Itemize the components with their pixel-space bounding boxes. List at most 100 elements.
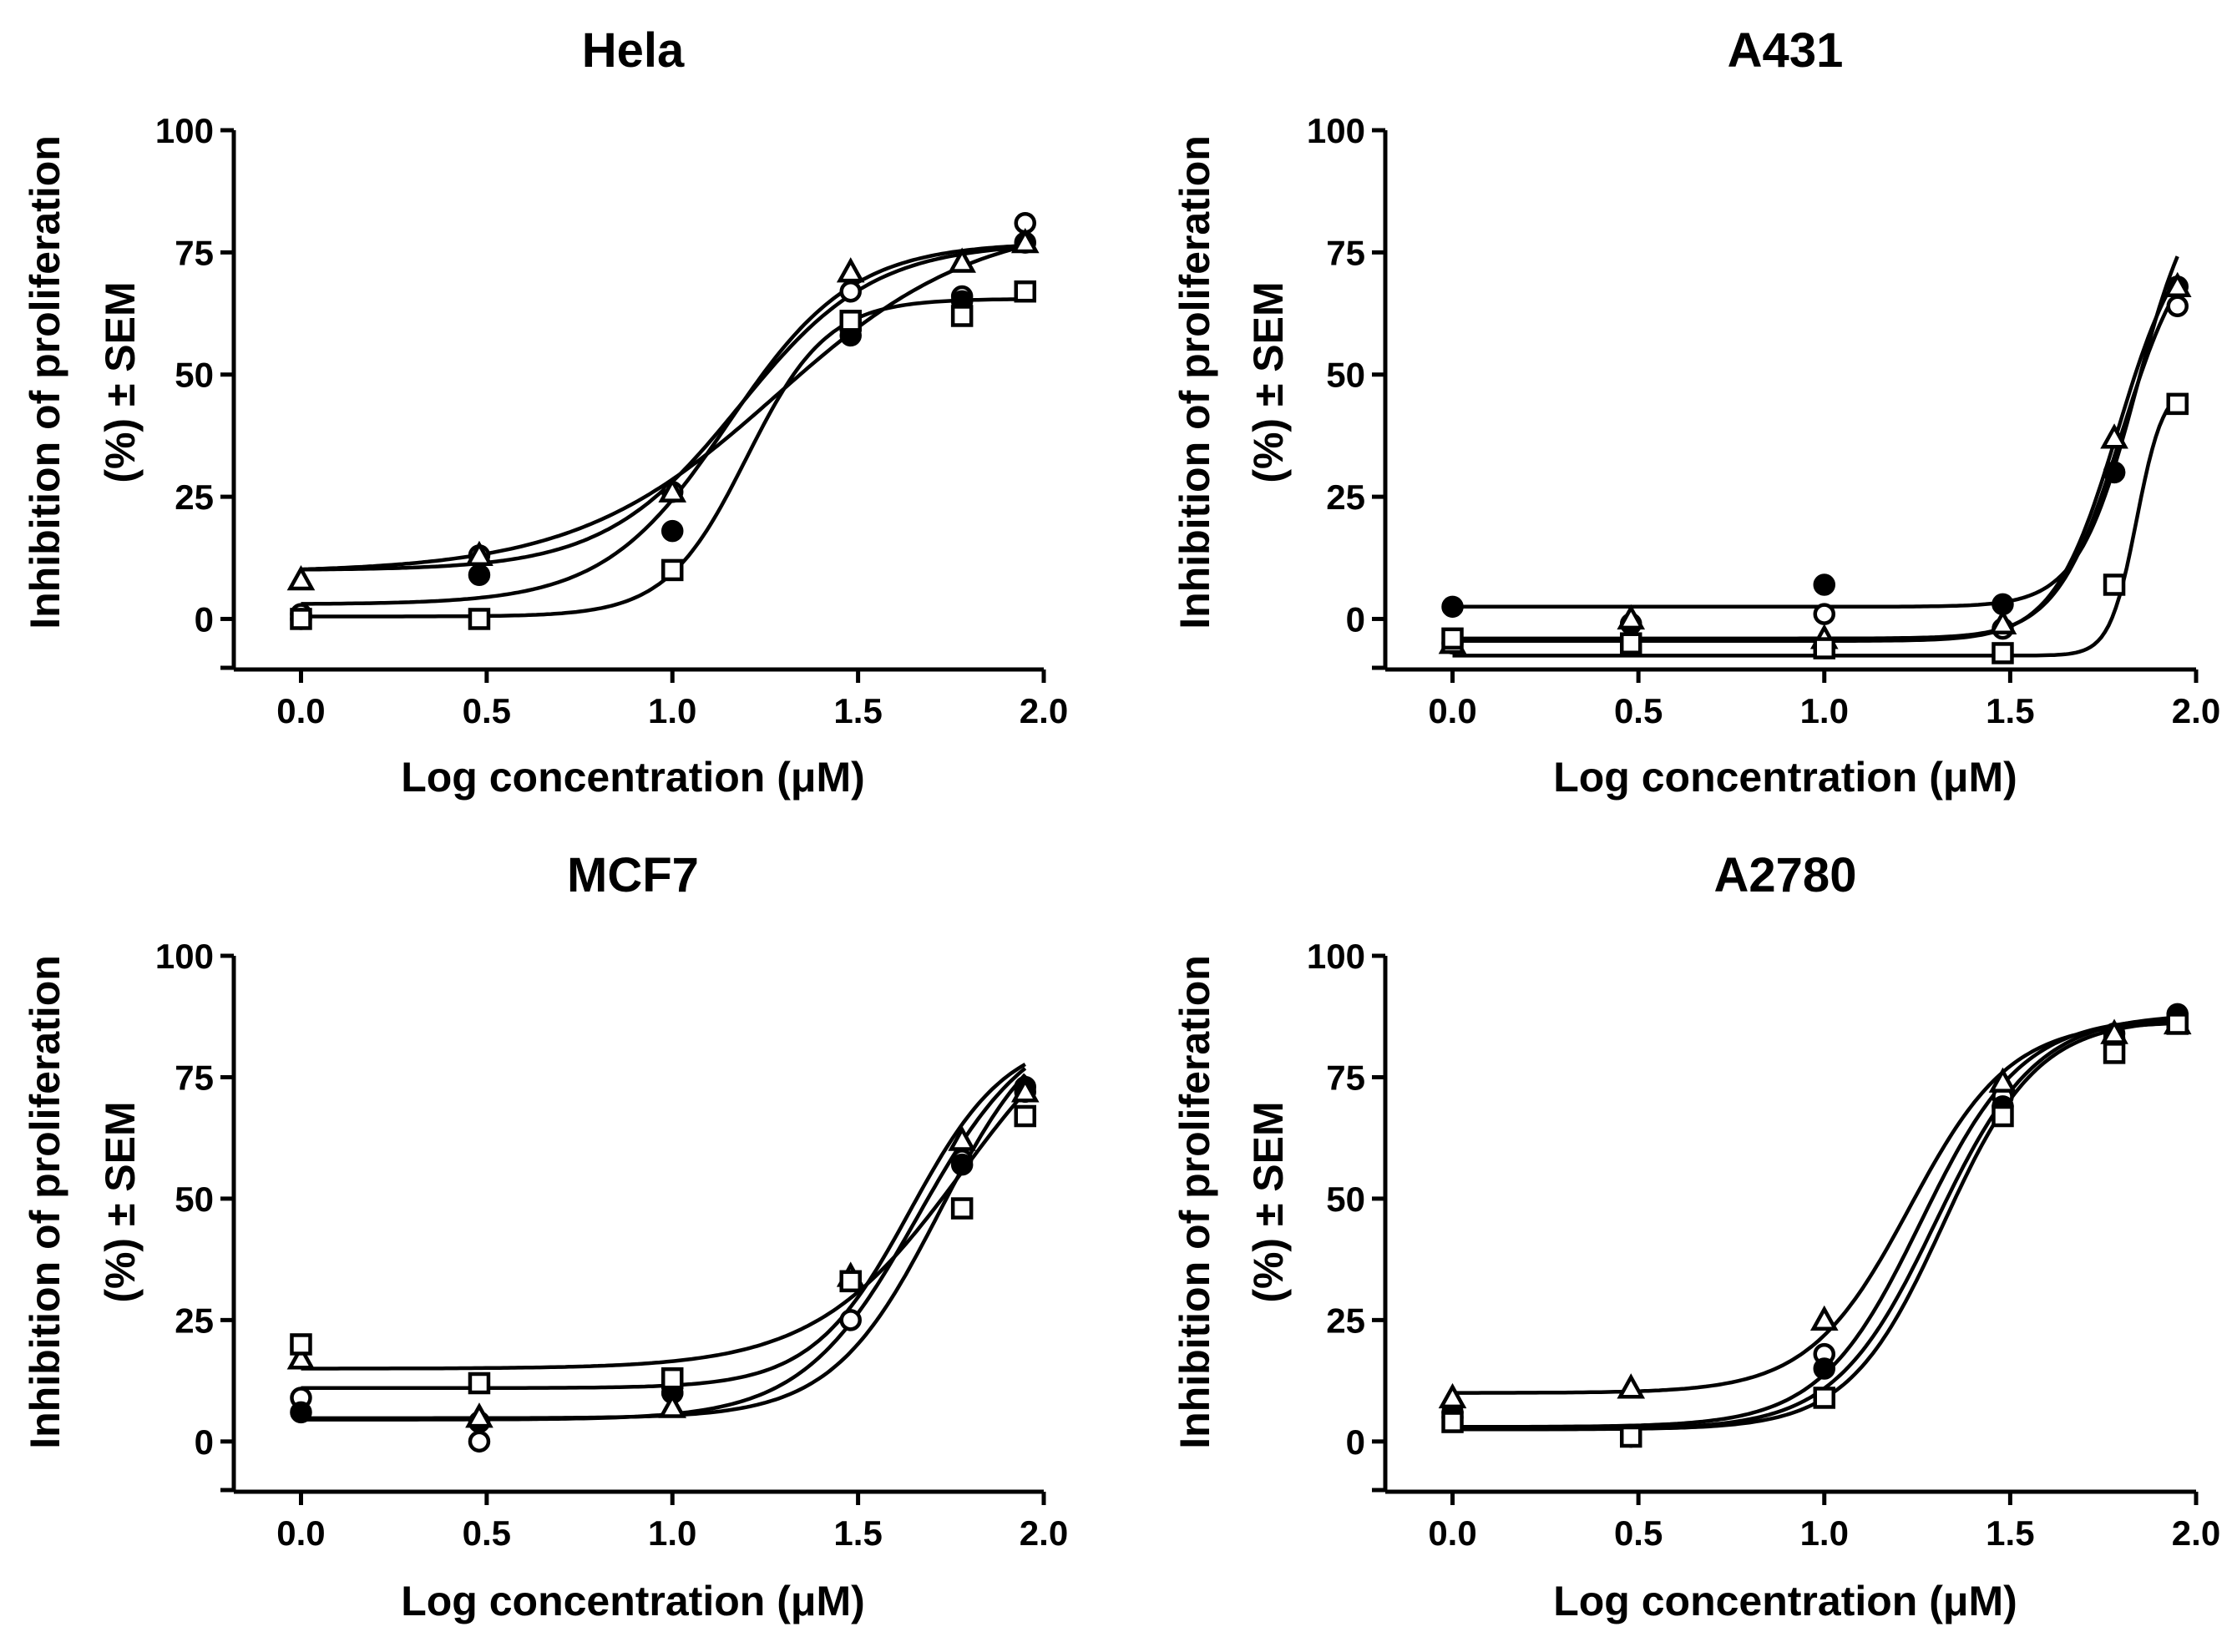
data-point-open-triangle — [1438, 1382, 1467, 1409]
data-point-open-square — [2166, 1013, 2189, 1035]
y-tick-label: 100 — [155, 937, 214, 976]
fit-curve-open-triangle — [1452, 1021, 2178, 1395]
fit-curve-open-triangle — [301, 245, 1025, 572]
y-tick-label: 0 — [195, 599, 214, 639]
data-point-open-square — [468, 608, 491, 630]
y-tick-label: 100 — [155, 111, 214, 150]
x-tick-label: 0.0 — [1428, 691, 1476, 730]
y-tick-label: 50 — [175, 356, 214, 395]
x-tick-label: 2.0 — [2172, 1513, 2220, 1553]
y-tick-label: 100 — [1307, 111, 1365, 150]
data-point-open-triangle — [286, 564, 316, 591]
y-axis-label-line2: (%) ± SEM — [1245, 1101, 1292, 1302]
x-tick-label: 0.5 — [1614, 1513, 1663, 1553]
x-tick-label: 1.0 — [648, 1513, 696, 1553]
y-axis-label-line1: Inhibition of proliferation — [22, 135, 68, 629]
y-axis-label-line2: (%) ± SEM — [97, 1101, 144, 1302]
y-tick-label: 50 — [175, 1180, 214, 1219]
x-tick-label: 2.0 — [1020, 1513, 1068, 1553]
x-tick-label: 2.0 — [1020, 691, 1068, 730]
y-tick-label: 75 — [1326, 233, 1365, 272]
data-point-open-square — [839, 310, 862, 332]
y-tick-label: 0 — [1346, 599, 1365, 639]
data-point-open-square — [950, 305, 974, 327]
x-tick-label: 0.0 — [276, 1513, 325, 1553]
data-point-open-square — [1441, 1411, 1464, 1433]
x-tick-label: 1.5 — [833, 691, 882, 730]
x-tick-label: 1.5 — [1986, 1513, 2034, 1553]
data-point-open-square — [2103, 573, 2126, 596]
data-point-open-triangle — [286, 1344, 316, 1370]
y-tick-label: 25 — [1326, 477, 1365, 517]
data-point-filled-circle — [1441, 595, 1464, 619]
y-axis-label-line1: Inhibition of proliferation — [1172, 955, 1218, 1449]
data-point-open-square — [1992, 1104, 2014, 1128]
data-point-open-square — [468, 1372, 491, 1395]
data-point-open-circle — [468, 1430, 491, 1453]
data-point-open-square — [2103, 1042, 2126, 1064]
data-point-open-triangle — [1010, 1077, 1040, 1103]
chart-title: Hela — [582, 23, 685, 78]
y-axis-label-line1: Inhibition of proliferation — [1172, 135, 1218, 629]
data-point-filled-circle — [1813, 573, 1836, 596]
chart-title: A2780 — [1714, 848, 1857, 902]
data-point-open-square — [290, 608, 312, 630]
y-tick-label: 25 — [175, 477, 214, 517]
y-tick-label: 25 — [1326, 1301, 1365, 1340]
y-axis-label-line2: (%) ± SEM — [97, 281, 144, 482]
x-tick-label: 1.0 — [648, 691, 696, 730]
data-point-filled-circle — [660, 519, 684, 543]
data-point-open-square — [1014, 1104, 1037, 1128]
chart-panel-mcf7: MCF7 0 25 50 75 100 0.0 0.5 1.0 1.5 2.0 Log concent… — [22, 848, 1068, 1624]
x-axis-label: Log concentration (μM) — [401, 754, 865, 801]
data-point-open-square — [950, 1197, 974, 1220]
x-axis-label: Log concentration (μM) — [1553, 1578, 2017, 1624]
x-tick-label: 0.0 — [276, 691, 325, 730]
fit-curve-open-circle — [1452, 1017, 2178, 1429]
fit-curve-filled-circle — [1452, 255, 2179, 609]
y-axis-label-line2: (%) ± SEM — [1245, 281, 1292, 482]
data-point-open-triangle — [948, 1125, 976, 1151]
x-tick-label: 1.5 — [833, 1513, 882, 1553]
data-point-open-triangle — [1988, 609, 2017, 634]
x-axis-label: Log concentration (μM) — [1553, 754, 2017, 801]
x-tick-label: 1.0 — [1800, 1513, 1849, 1553]
data-point-open-square — [1992, 642, 2014, 664]
data-point-open-triangle — [2100, 423, 2128, 449]
x-tick-label: 2.0 — [2172, 691, 2220, 730]
data-point-open-square — [1619, 1425, 1642, 1448]
y-tick-label: 50 — [1326, 356, 1365, 395]
chart-title: A431 — [1728, 23, 1844, 78]
data-point-open-triangle — [1617, 604, 1646, 630]
fit-curve-open-triangle — [301, 1062, 1026, 1391]
x-tick-label: 0.5 — [463, 1513, 511, 1553]
data-point-open-triangle — [1010, 228, 1040, 254]
data-point-filled-circle — [290, 1401, 312, 1424]
y-tick-label: 75 — [175, 233, 214, 272]
data-point-open-square — [1619, 632, 1642, 654]
data-point-open-circle — [839, 280, 862, 303]
fit-curve-open-square — [301, 1090, 1027, 1371]
y-axis-label-line1: Inhibition of proliferation — [22, 955, 68, 1449]
data-point-open-triangle — [658, 1392, 687, 1418]
data-point-open-square — [660, 1367, 684, 1390]
data-point-open-triangle — [1809, 1305, 1839, 1331]
y-tick-label: 50 — [1326, 1180, 1365, 1219]
x-tick-label: 1.5 — [1986, 691, 2034, 730]
data-point-filled-circle — [950, 1153, 974, 1176]
data-point-open-circle — [1813, 603, 1836, 625]
chart-panel-hela: Hela 0 25 50 75 100 0.0 0.5 1.0 1.5 2.0 Log concent… — [22, 23, 1068, 801]
y-tick-label: 100 — [1307, 937, 1365, 976]
x-tick-label: 0.5 — [1614, 691, 1663, 730]
y-tick-label: 75 — [1326, 1058, 1365, 1097]
y-tick-label: 25 — [175, 1301, 214, 1340]
y-tick-label: 0 — [195, 1422, 214, 1462]
data-point-open-square — [660, 558, 684, 582]
data-point-filled-circle — [2103, 461, 2126, 484]
data-point-open-triangle — [948, 247, 976, 273]
chart-panel-a2780: A2780 0 25 50 75 100 0.0 0.5 1.0 1.5 2.0 Log concen… — [1172, 848, 2220, 1624]
y-tick-label: 0 — [1346, 1422, 1365, 1462]
data-point-filled-circle — [468, 563, 491, 587]
data-point-open-square — [1441, 627, 1464, 650]
